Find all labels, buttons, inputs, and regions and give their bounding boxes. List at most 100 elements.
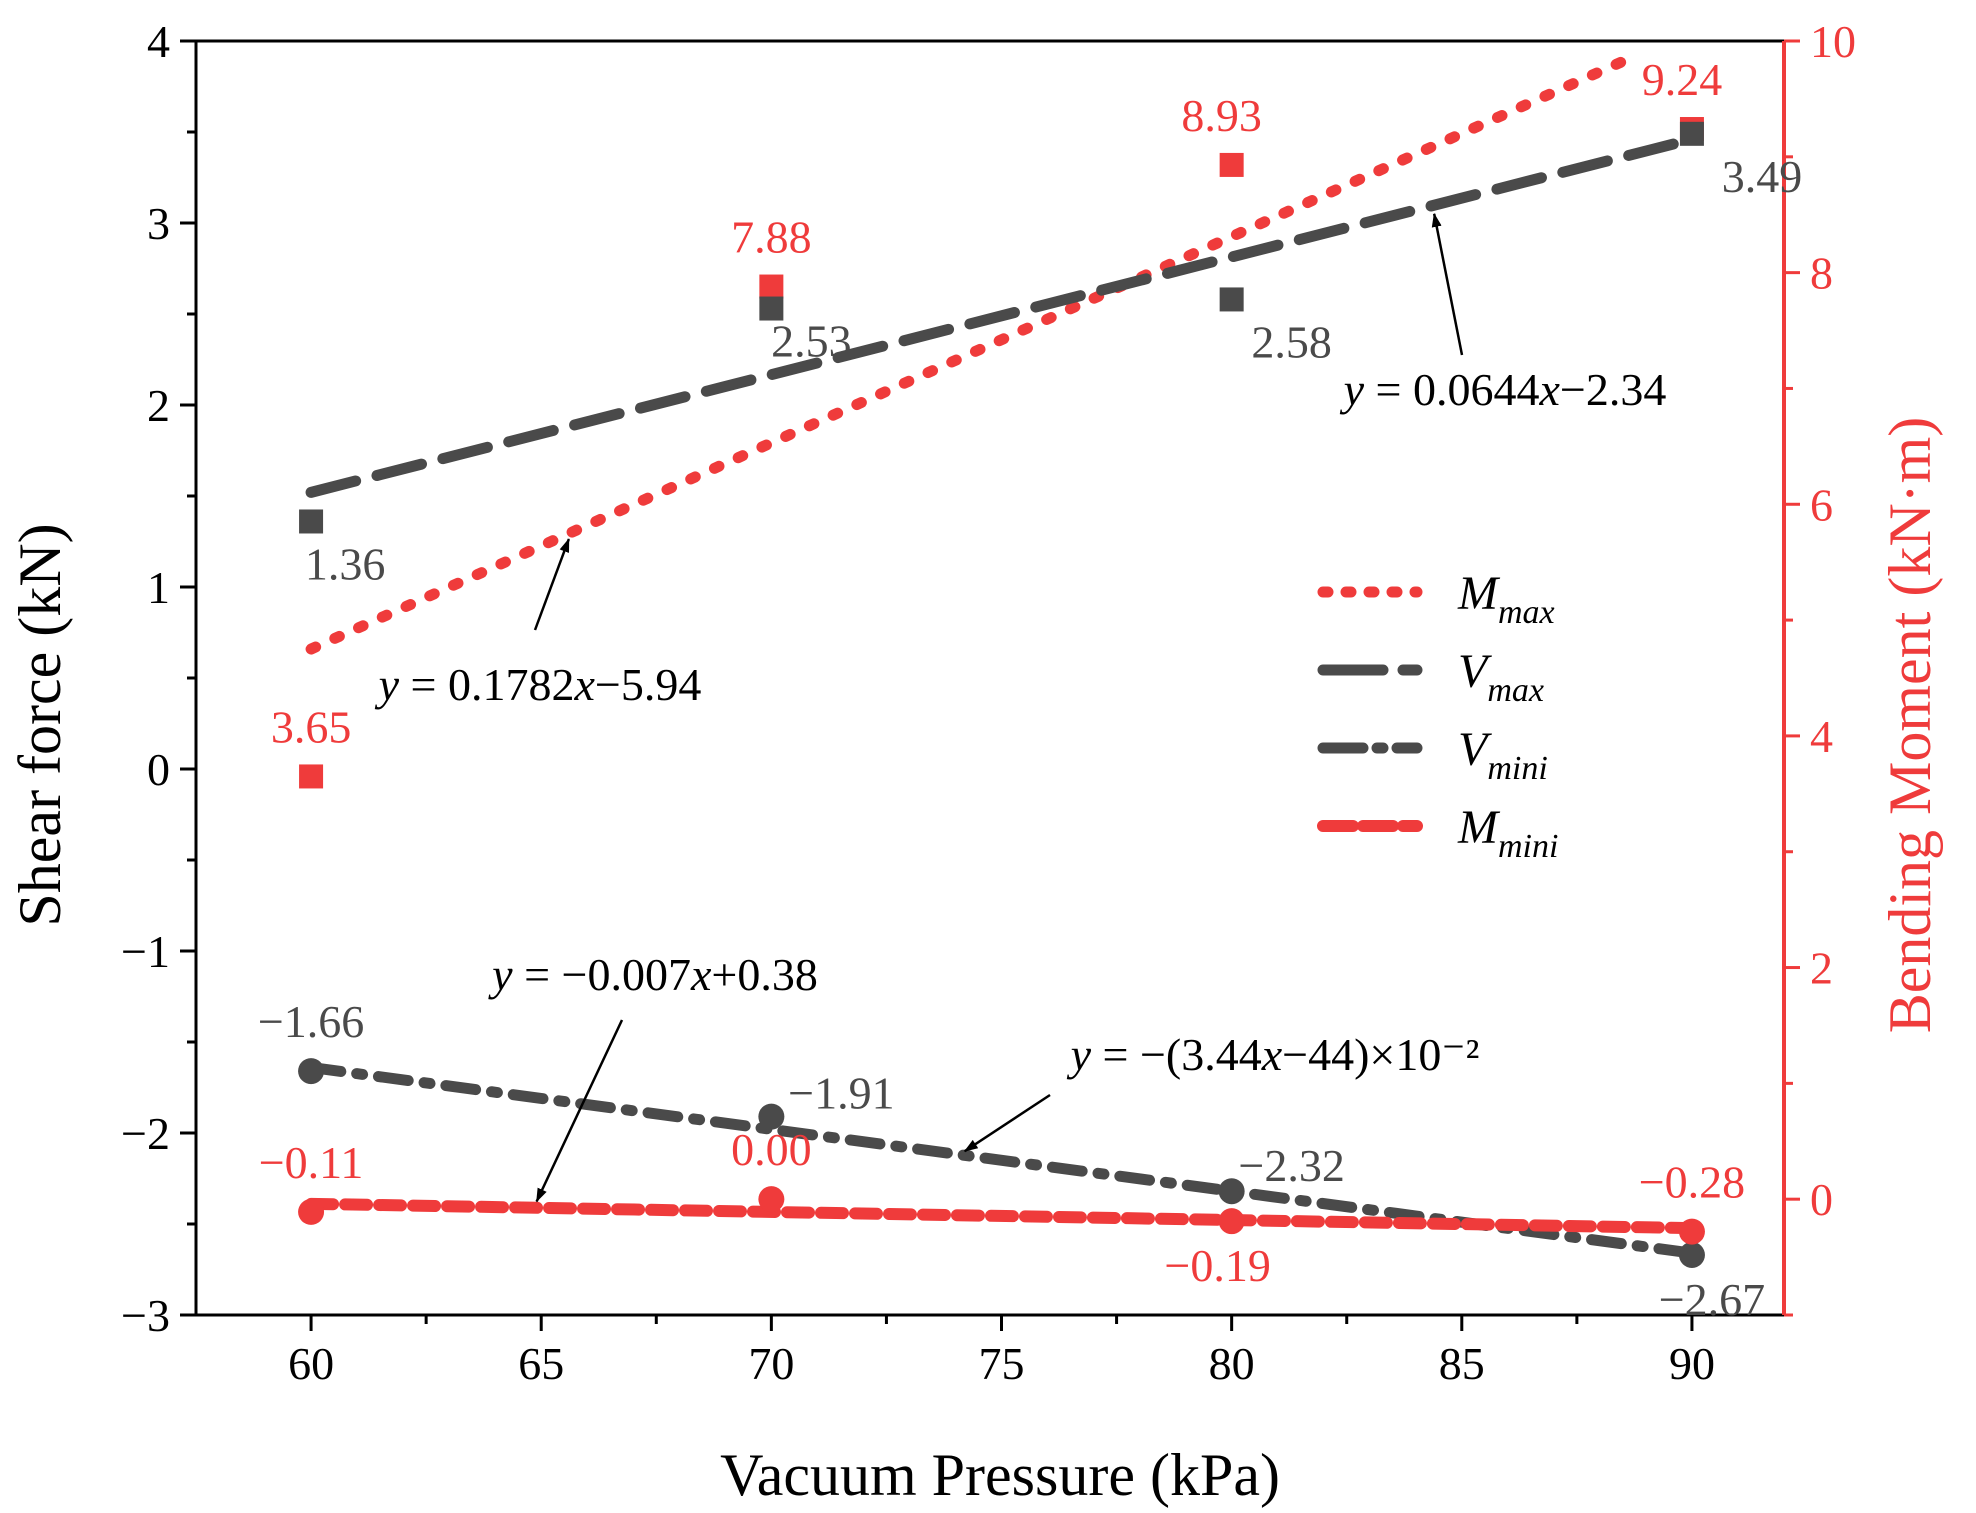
x-tick-label: 80 (1209, 1338, 1255, 1389)
y-axis-title: Shear force (kN) (7, 523, 73, 926)
data-label-mmini: −0.11 (259, 1137, 364, 1188)
y-tick-label: 4 (147, 16, 170, 67)
y-tick-label: 0 (147, 744, 170, 795)
marker-vmax (759, 296, 784, 321)
x-tick-label: 70 (748, 1338, 794, 1389)
legend-main: M (1457, 567, 1501, 620)
axes: 60 65 70 75 80 85 90 −3 −2 −1 0 1 2 3 4 0 2 4 6 8 10 (121, 16, 1856, 1389)
marker-mmax (299, 764, 324, 789)
data-labels: 3.65 7.88 8.93 9.24 1.36 2.53 2.58 3.49 −1.66 −1.… (258, 54, 1802, 1325)
x-tick-label: 60 (288, 1338, 334, 1389)
data-label-vmax: 2.53 (771, 316, 852, 367)
equation-mmini: y = −0.007x+0.38 (488, 949, 818, 1000)
equation-part: = 0.0644 (1364, 364, 1539, 415)
equation-part: y (1067, 1029, 1092, 1080)
arrow-vmax (1431, 212, 1464, 356)
legend-label-vmini: Vmini (1458, 723, 1548, 787)
data-label-mmax: 8.93 (1181, 90, 1262, 141)
marker-mmini (298, 1198, 325, 1225)
equation-part: = −0.007 (513, 949, 691, 1000)
data-label-mmini: 0.00 (731, 1124, 812, 1175)
equation-part: x (1261, 1029, 1283, 1080)
data-label-vmini: −1.91 (788, 1068, 894, 1119)
arrow-vmini (963, 1093, 1051, 1153)
y2-tick-label: 6 (1810, 479, 1833, 530)
marker-mmax (759, 274, 784, 299)
x-axis-title: Vacuum Pressure (kPa) (720, 1442, 1280, 1508)
equation-part: x (1539, 364, 1561, 415)
x-tick-label: 85 (1439, 1338, 1485, 1389)
marker-mmini (1678, 1218, 1705, 1245)
data-label-mmax: 9.24 (1642, 54, 1723, 105)
marker-vmini (1678, 1241, 1705, 1268)
equation-part: y (1340, 364, 1365, 415)
legend-main: M (1457, 801, 1501, 854)
data-label-mmini: −0.19 (1164, 1240, 1270, 1291)
x-tick-label: 75 (979, 1338, 1025, 1389)
equation-part: −2.34 (1560, 364, 1666, 415)
equation-part: −44)×10⁻² (1282, 1029, 1479, 1080)
legend-label-mmini: Mmini (1457, 801, 1558, 865)
legend-subscript: max (1498, 594, 1555, 631)
data-markers (298, 117, 1705, 1268)
x-tick-label: 90 (1669, 1338, 1715, 1389)
fit-line-mmax (305, 51, 1638, 655)
fit-line-vmax (305, 133, 1698, 498)
marker-vmax (299, 509, 324, 534)
marker-vmini (758, 1103, 785, 1130)
equation-part: x (690, 949, 712, 1000)
legend-main: V (1458, 645, 1492, 698)
data-label-vmax: 3.49 (1722, 151, 1803, 202)
data-label-mmax: 7.88 (731, 212, 812, 263)
y-tick-label: 2 (147, 380, 170, 431)
equation-part: x (574, 659, 596, 710)
y2-axis-title: Bending Moment (kN·m) (1877, 417, 1943, 1034)
marker-vmini (1218, 1178, 1245, 1205)
data-label-vmax: 2.58 (1251, 316, 1332, 367)
legend-subscript: max (1487, 672, 1544, 709)
legend-label-vmax: Vmax (1458, 645, 1544, 709)
data-label-mmax: 3.65 (271, 701, 352, 752)
arrow-mmax (533, 538, 571, 631)
marker-vmax (1679, 121, 1704, 146)
marker-mmini (1218, 1208, 1245, 1235)
equation-mmax: y = 0.1782x−5.94 (375, 659, 702, 710)
marker-mmax (1219, 152, 1244, 177)
equation-part: y (375, 659, 400, 710)
equation-part: = 0.1782 (399, 659, 574, 710)
data-label-vmini: −1.66 (258, 996, 364, 1047)
y2-tick-label: 8 (1810, 248, 1833, 299)
y-tick-label: −2 (121, 1108, 170, 1159)
arrow-mmini (535, 1019, 624, 1203)
marker-vmini (298, 1058, 325, 1085)
marker-mmini (758, 1186, 785, 1213)
x-tick-label: 65 (518, 1338, 564, 1389)
y2-tick-label: 4 (1810, 711, 1833, 762)
y2-tick-label: 2 (1810, 943, 1833, 994)
fit-line-mmini (305, 1197, 1698, 1235)
equation-part: +0.38 (711, 949, 817, 1000)
equation-part: −5.94 (595, 659, 701, 710)
data-label-vmini: −2.32 (1238, 1140, 1344, 1191)
legend-main: V (1458, 723, 1492, 776)
legend-label-mmax: Mmax (1457, 567, 1555, 631)
y-tick-label: 1 (147, 562, 170, 613)
data-label-vmini: −2.67 (1659, 1274, 1765, 1325)
data-label-vmax: 1.36 (305, 538, 386, 589)
y-tick-label: 3 (147, 198, 170, 249)
marker-vmax (1219, 287, 1244, 312)
equation-part: = −(3.44 (1091, 1029, 1262, 1080)
legend-subscript: mini (1498, 828, 1558, 865)
legend-subscript: mini (1487, 750, 1547, 787)
y2-tick-label: 10 (1810, 16, 1856, 67)
y-tick-label: −3 (121, 1290, 170, 1341)
data-label-mmini: −0.28 (1639, 1157, 1745, 1208)
equation-vmini: y = −(3.44x−44)×10⁻² (1067, 1029, 1480, 1080)
equation-part: y (488, 949, 513, 1000)
fit-lines (305, 51, 1698, 1259)
y-tick-label: −1 (121, 926, 170, 977)
equation-annotations: y = 0.1782x−5.94y = 0.0644x−2.34y = −0.0… (375, 212, 1667, 1203)
equation-vmax: y = 0.0644x−2.34 (1340, 364, 1667, 415)
